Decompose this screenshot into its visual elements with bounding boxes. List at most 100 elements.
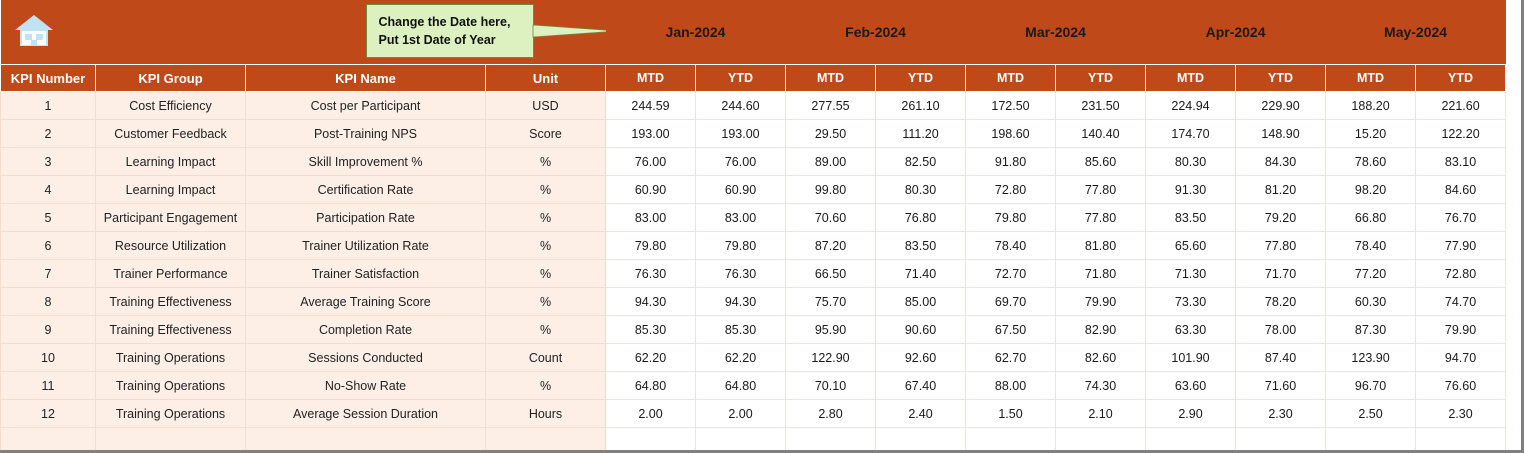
value-cell-may-mtd[interactable]: 78.40 xyxy=(1325,231,1417,260)
col-header-may-mtd[interactable]: MTD xyxy=(1325,64,1417,92)
value-cell-jan-mtd[interactable]: 62.20 xyxy=(605,343,696,372)
kpi-number-cell[interactable]: 9 xyxy=(0,315,96,344)
kpi-group-cell[interactable]: Trainer Performance xyxy=(95,259,246,288)
value-cell-may-ytd[interactable]: 77.90 xyxy=(1415,231,1507,260)
value-cell-may-mtd[interactable]: 87.30 xyxy=(1325,315,1417,344)
kpi-name-cell[interactable]: Sessions Conducted xyxy=(245,343,486,372)
col-header-kpi-group[interactable]: KPI Group xyxy=(95,64,246,92)
value-cell-may-ytd[interactable]: 83.10 xyxy=(1415,147,1507,176)
value-cell-jan-ytd[interactable]: 2.00 xyxy=(695,399,786,428)
value-cell-jan-mtd[interactable] xyxy=(605,427,696,450)
unit-cell[interactable]: Count xyxy=(485,343,606,372)
value-cell-apr-mtd[interactable]: 63.30 xyxy=(1145,315,1237,344)
value-cell-apr-ytd[interactable]: 81.20 xyxy=(1235,175,1327,204)
value-cell-may-ytd[interactable]: 74.70 xyxy=(1415,287,1507,316)
value-cell-apr-mtd[interactable]: 91.30 xyxy=(1145,175,1237,204)
unit-cell[interactable]: Score xyxy=(485,119,606,148)
value-cell-feb-ytd[interactable]: 85.00 xyxy=(874,287,967,316)
kpi-group-cell[interactable]: Training Operations xyxy=(95,371,246,400)
value-cell-mar-mtd[interactable]: 172.50 xyxy=(965,91,1057,120)
value-cell-mar-ytd[interactable]: 79.90 xyxy=(1055,287,1147,316)
unit-cell[interactable]: % xyxy=(485,203,606,232)
value-cell-apr-mtd[interactable]: 83.50 xyxy=(1145,203,1237,232)
value-cell-mar-mtd[interactable]: 91.80 xyxy=(965,147,1057,176)
kpi-number-cell[interactable]: 12 xyxy=(0,399,96,428)
value-cell-jan-mtd[interactable]: 83.00 xyxy=(605,203,696,232)
col-header-apr-mtd[interactable]: MTD xyxy=(1145,64,1237,92)
col-header-kpi-name[interactable]: KPI Name xyxy=(245,64,486,92)
value-cell-mar-mtd[interactable]: 67.50 xyxy=(965,315,1057,344)
value-cell-apr-ytd[interactable]: 2.30 xyxy=(1235,399,1327,428)
value-cell-feb-mtd[interactable]: 2.80 xyxy=(785,399,876,428)
value-cell-apr-ytd[interactable]: 78.00 xyxy=(1235,315,1327,344)
value-cell-apr-ytd[interactable]: 229.90 xyxy=(1235,91,1327,120)
value-cell-jan-mtd[interactable]: 60.90 xyxy=(605,175,696,204)
value-cell-feb-ytd[interactable]: 261.10 xyxy=(874,91,967,120)
unit-cell[interactable]: % xyxy=(485,259,606,288)
kpi-group-cell[interactable]: Cost Efficiency xyxy=(95,91,246,120)
value-cell-jan-ytd[interactable]: 62.20 xyxy=(695,343,786,372)
value-cell-feb-mtd[interactable]: 95.90 xyxy=(785,315,876,344)
col-header-mar-mtd[interactable]: MTD xyxy=(965,64,1057,92)
col-header-jan-ytd[interactable]: YTD xyxy=(695,64,786,92)
kpi-name-cell[interactable]: Trainer Satisfaction xyxy=(245,259,486,288)
value-cell-feb-mtd[interactable]: 75.70 xyxy=(785,287,876,316)
value-cell-jan-mtd[interactable]: 79.80 xyxy=(605,231,696,260)
value-cell-may-ytd[interactable]: 79.90 xyxy=(1415,315,1507,344)
table-row[interactable]: 5 Participant Engagement Participation Rat… xyxy=(0,203,1507,232)
kpi-name-cell[interactable]: Average Training Score xyxy=(245,287,486,316)
value-cell-may-mtd[interactable]: 2.50 xyxy=(1325,399,1417,428)
col-header-mar-ytd[interactable]: YTD xyxy=(1055,64,1147,92)
value-cell-jan-mtd[interactable]: 94.30 xyxy=(605,287,696,316)
kpi-name-cell[interactable]: Average Session Duration xyxy=(245,399,486,428)
value-cell-apr-ytd[interactable]: 77.80 xyxy=(1235,231,1327,260)
value-cell-apr-ytd[interactable]: 79.20 xyxy=(1235,203,1327,232)
unit-cell[interactable]: % xyxy=(485,231,606,260)
value-cell-feb-ytd[interactable] xyxy=(874,427,967,450)
value-cell-mar-ytd[interactable]: 82.60 xyxy=(1055,343,1147,372)
value-cell-jan-mtd[interactable]: 76.30 xyxy=(605,259,696,288)
value-cell-mar-mtd[interactable]: 88.00 xyxy=(965,371,1057,400)
value-cell-jan-ytd[interactable]: 85.30 xyxy=(695,315,786,344)
kpi-name-cell[interactable]: No-Show Rate xyxy=(245,371,486,400)
value-cell-may-mtd[interactable]: 123.90 xyxy=(1325,343,1417,372)
value-cell-apr-ytd[interactable]: 148.90 xyxy=(1235,119,1327,148)
value-cell-apr-mtd[interactable]: 65.60 xyxy=(1145,231,1237,260)
value-cell-may-mtd[interactable]: 96.70 xyxy=(1325,371,1417,400)
value-cell-apr-mtd[interactable]: 224.94 xyxy=(1145,91,1237,120)
value-cell-mar-ytd[interactable]: 2.10 xyxy=(1055,399,1147,428)
value-cell-feb-mtd[interactable]: 70.60 xyxy=(785,203,876,232)
kpi-name-cell[interactable]: Participation Rate xyxy=(245,203,486,232)
value-cell-feb-mtd[interactable]: 87.20 xyxy=(785,231,876,260)
value-cell-apr-mtd[interactable]: 73.30 xyxy=(1145,287,1237,316)
value-cell-mar-ytd[interactable]: 71.80 xyxy=(1055,259,1147,288)
unit-cell[interactable]: % xyxy=(485,147,606,176)
value-cell-apr-mtd[interactable]: 71.30 xyxy=(1145,259,1237,288)
value-cell-may-mtd[interactable]: 15.20 xyxy=(1325,119,1417,148)
value-cell-may-ytd[interactable]: 76.70 xyxy=(1415,203,1507,232)
kpi-group-cell[interactable]: Learning Impact xyxy=(95,175,246,204)
kpi-name-cell[interactable]: Completion Rate xyxy=(245,315,486,344)
value-cell-feb-ytd[interactable]: 76.80 xyxy=(874,203,967,232)
table-row[interactable]: 9 Training Effectiveness Completion Rate% 8… xyxy=(0,315,1507,344)
table-row[interactable]: 2 Customer Feedback Post-Training NPS Score… xyxy=(0,119,1507,148)
value-cell-mar-ytd[interactable]: 77.80 xyxy=(1055,203,1147,232)
value-cell-may-ytd[interactable]: 122.20 xyxy=(1415,119,1507,148)
kpi-group-cell[interactable]: Training Operations xyxy=(95,343,246,372)
value-cell-mar-mtd[interactable]: 62.70 xyxy=(965,343,1057,372)
value-cell-may-ytd[interactable]: 72.80 xyxy=(1415,259,1507,288)
value-cell-may-mtd[interactable]: 60.30 xyxy=(1325,287,1417,316)
table-row[interactable]: 10 Training Operations Sessions Conducted C… xyxy=(0,343,1507,372)
value-cell-apr-mtd[interactable] xyxy=(1145,427,1237,450)
kpi-group-cell[interactable]: Training Operations xyxy=(95,399,246,428)
kpi-group-cell[interactable]: Customer Feedback xyxy=(95,119,246,148)
kpi-group-cell[interactable]: Training Effectiveness xyxy=(95,287,246,316)
value-cell-may-mtd[interactable] xyxy=(1325,427,1417,450)
value-cell-mar-ytd[interactable]: 82.90 xyxy=(1055,315,1147,344)
value-cell-jan-ytd[interactable]: 76.30 xyxy=(695,259,786,288)
value-cell-apr-mtd[interactable]: 101.90 xyxy=(1145,343,1237,372)
col-header-feb-ytd[interactable]: YTD xyxy=(874,64,967,92)
kpi-number-cell[interactable]: 3 xyxy=(0,147,96,176)
value-cell-jan-ytd[interactable]: 60.90 xyxy=(695,175,786,204)
value-cell-jan-mtd[interactable]: 64.80 xyxy=(605,371,696,400)
